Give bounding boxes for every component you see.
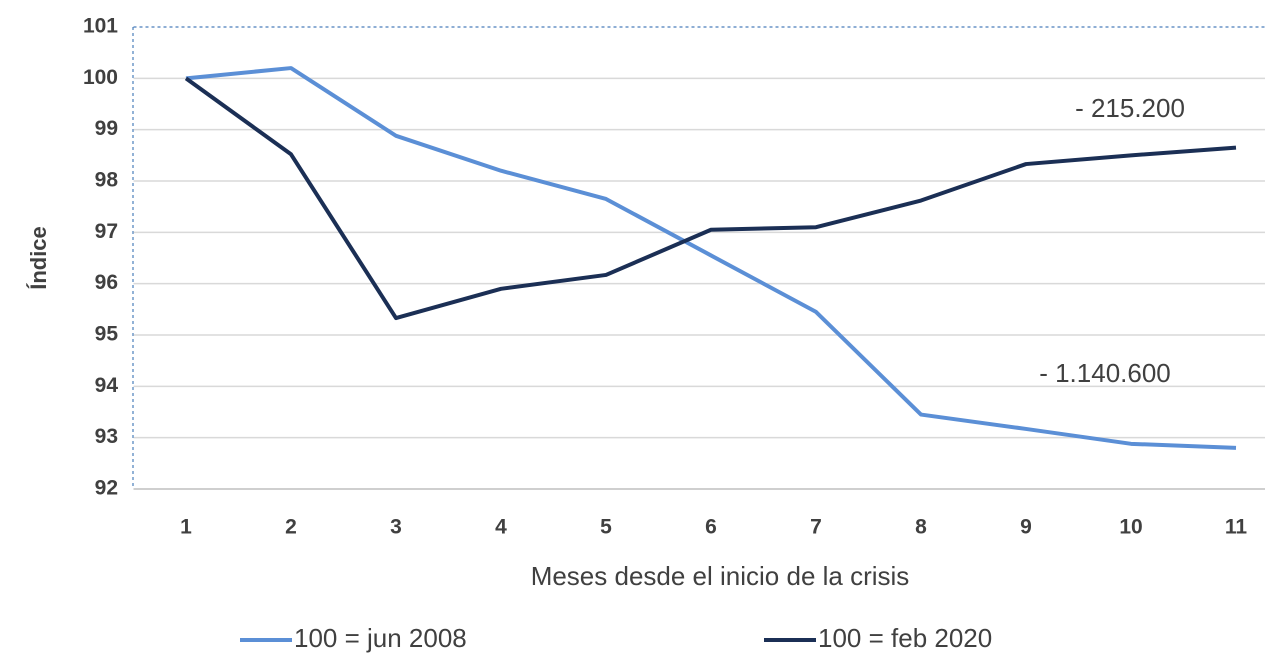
annotation: - 215.200 [1075,93,1185,123]
x-tick-label: 9 [1020,516,1032,539]
y-tick-label: 97 [95,220,118,243]
x-tick-label: 7 [810,516,822,539]
y-tick-label: 100 [83,66,118,89]
y-tick-label: 92 [95,477,118,500]
y-tick-label: 94 [95,374,119,397]
x-tick-label: 5 [600,516,612,539]
y-tick-label: 96 [95,271,118,294]
y-tick-label: 98 [95,169,119,192]
annotation: - 1.140.600 [1039,358,1171,388]
legend-label: 100 = feb 2020 [818,623,992,653]
x-tick-label: 11 [1225,516,1248,539]
x-tick-label: 1 [180,516,192,539]
y-tick-label: 101 [83,15,118,38]
y-tick-label: 93 [95,425,118,448]
x-axis-title: Meses desde el inicio de la crisis [531,561,910,591]
x-tick-label: 2 [285,516,297,539]
series-line [184,76,1237,321]
x-tick-label: 10 [1119,516,1142,539]
y-axis-title: Índice [26,226,51,290]
x-tick-label: 6 [705,516,717,539]
legend-label: 100 = jun 2008 [294,623,467,653]
x-tick-label: 8 [915,516,927,539]
series-line [185,66,1237,450]
x-tick-label: 4 [495,516,507,539]
x-tick-label: 3 [390,516,402,539]
y-tick-label: 95 [95,323,119,346]
y-tick-label: 99 [95,117,118,140]
